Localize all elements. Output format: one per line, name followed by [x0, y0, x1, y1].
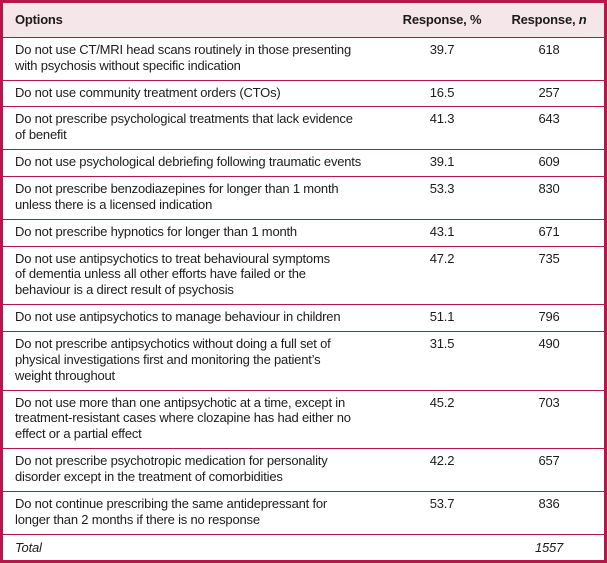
response-pct-cell: 41.3 — [429, 111, 455, 127]
option-text-cell: Do not continue prescribing the same ant… — [15, 495, 328, 527]
table-row: Do not continue prescribing the same ant… — [3, 491, 604, 534]
total-response-n: 1557 — [534, 539, 564, 555]
option-text-cell: Do not prescribe psychotropic medication… — [15, 453, 328, 485]
table-row: Do not use community treatment orders (C… — [3, 80, 604, 107]
response-n-cell: 830 — [538, 181, 560, 197]
table-row: Do not prescribe benzodiazepines for lon… — [3, 176, 604, 220]
table-body: Do not use CT/MRI head scans routinely i… — [3, 37, 604, 534]
table-row: Do not prescribe antipsychotics without … — [3, 331, 604, 391]
table-row: Do not use antipsychotics to treat behav… — [3, 246, 604, 305]
response-n-cell: 671 — [538, 223, 560, 239]
option-text-cell: Do not use CT/MRI head scans routinely i… — [15, 41, 351, 73]
option-text-cell: Do not use antipsychotics to manage beha… — [15, 309, 341, 325]
col-header-response-pct: Response, % — [390, 3, 494, 38]
response-n-cell: 796 — [538, 309, 560, 325]
total-response-pct — [390, 534, 494, 560]
response-pct-cell: 45.2 — [429, 394, 455, 410]
col-header-response-n-prefix: Response, — [511, 12, 579, 27]
table-row: Do not prescribe psychological treatment… — [3, 106, 604, 150]
options-table: Options Response, % Response, n Do not u… — [3, 3, 604, 560]
total-row: Total 1557 — [3, 534, 604, 560]
col-header-response-n: Response, n — [494, 3, 604, 38]
table-row: Do not prescribe hypnotics for longer th… — [3, 219, 604, 246]
response-pct-cell: 31.5 — [429, 336, 455, 352]
table-row: Do not use psychological debriefing foll… — [3, 149, 604, 177]
table-row: Do not use more than one antipsychotic a… — [3, 390, 604, 449]
table-row: Do not use CT/MRI head scans routinely i… — [3, 37, 604, 80]
response-pct-cell: 43.1 — [429, 223, 455, 239]
option-text-cell: Do not use community treatment orders (C… — [15, 84, 281, 100]
response-pct-cell: 53.3 — [429, 181, 455, 197]
response-pct-cell: 39.7 — [429, 41, 455, 57]
option-text-cell: Do not prescribe antipsychotics without … — [15, 336, 331, 383]
total-label: Total — [15, 539, 42, 555]
response-n-cell: 257 — [538, 84, 560, 100]
header-row: Options Response, % Response, n — [3, 3, 604, 38]
response-n-cell: 618 — [538, 41, 560, 57]
response-pct-cell: 16.5 — [429, 84, 455, 100]
option-text-cell: Do not use antipsychotics to treat behav… — [15, 250, 330, 298]
option-text-cell: Do not prescribe benzodiazepines for lon… — [15, 181, 339, 212]
col-header-options: Options — [3, 3, 390, 38]
col-header-response-n-symbol: n — [578, 12, 587, 27]
option-text-cell: Do not prescribe psychological treatment… — [15, 111, 353, 143]
table-row: Do not use antipsychotics to manage beha… — [3, 304, 604, 332]
response-n-cell: 643 — [538, 111, 560, 127]
response-n-cell: 490 — [538, 336, 560, 352]
table-row: Do not prescribe psychotropic medication… — [3, 448, 604, 492]
response-n-cell: 609 — [538, 154, 560, 170]
response-n-cell: 836 — [538, 495, 560, 511]
response-pct-cell: 42.2 — [429, 453, 455, 469]
response-pct-cell: 53.7 — [429, 495, 455, 511]
response-n-cell: 657 — [538, 453, 560, 469]
response-n-cell: 703 — [538, 394, 560, 410]
table-footer: Total 1557 — [3, 534, 604, 560]
response-pct-cell: 39.1 — [429, 154, 455, 170]
table-header: Options Response, % Response, n — [3, 3, 604, 38]
option-text-cell: Do not use psychological debriefing foll… — [15, 154, 362, 170]
response-pct-cell: 51.1 — [429, 309, 455, 325]
option-text-cell: Do not use more than one antipsychotic a… — [15, 394, 351, 442]
response-pct-cell: 47.2 — [429, 250, 455, 266]
option-text-cell: Do not prescribe hypnotics for longer th… — [15, 223, 297, 239]
response-n-cell: 735 — [538, 250, 560, 266]
